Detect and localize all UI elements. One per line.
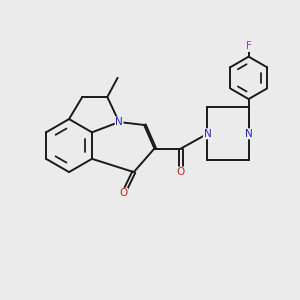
Text: N: N: [245, 129, 253, 139]
Text: O: O: [119, 188, 128, 198]
Text: N: N: [115, 117, 123, 127]
Text: F: F: [246, 41, 252, 51]
Text: O: O: [177, 167, 185, 177]
Text: N: N: [203, 129, 211, 139]
